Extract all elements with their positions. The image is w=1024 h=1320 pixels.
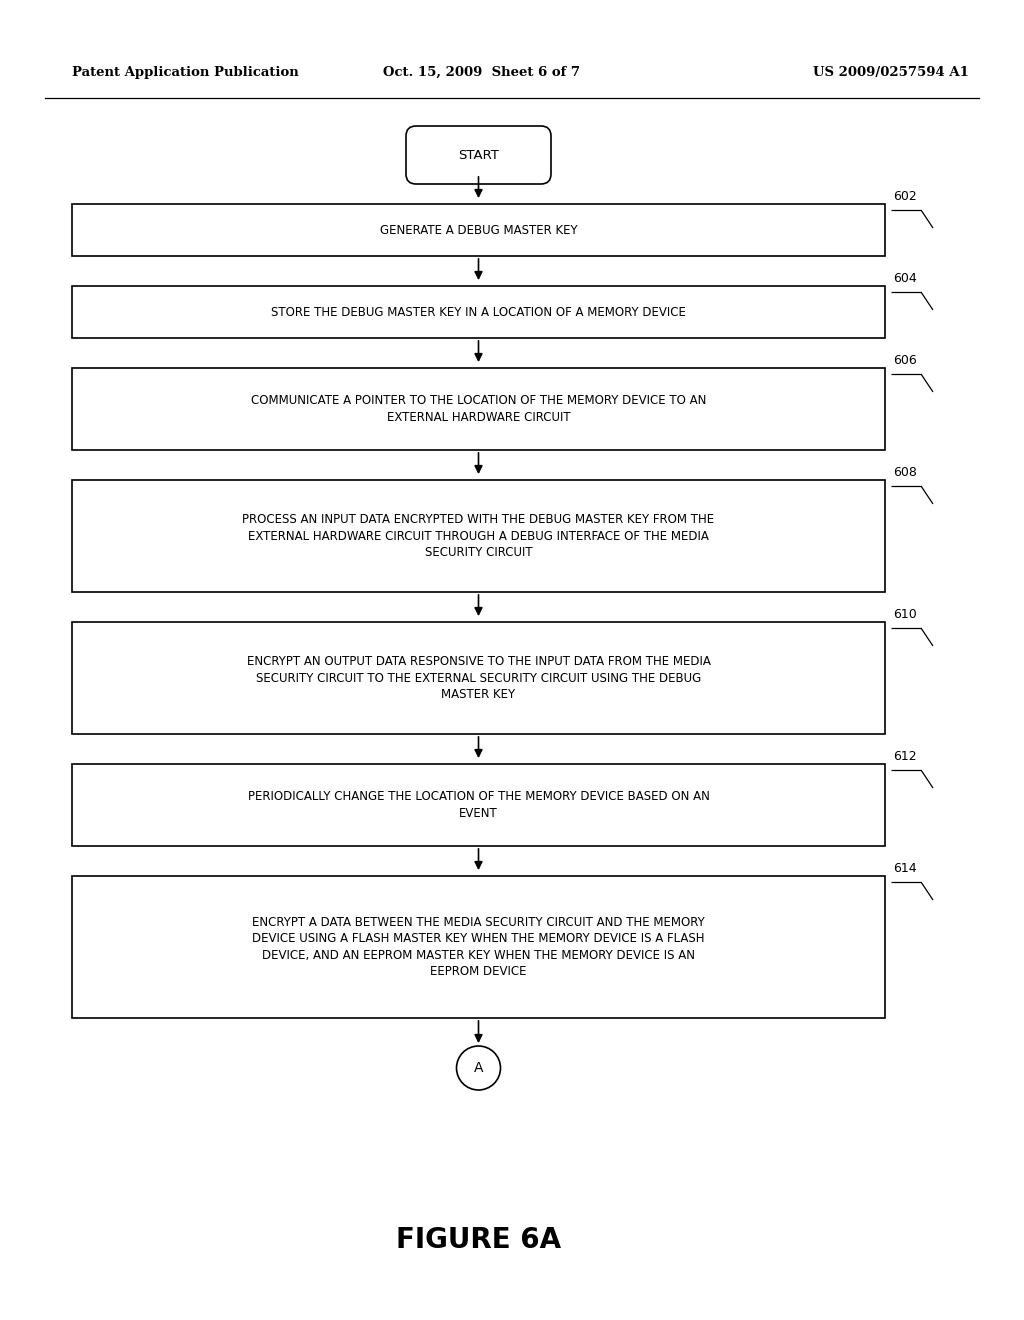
Text: 602: 602 <box>893 190 916 203</box>
Text: PERIODICALLY CHANGE THE LOCATION OF THE MEMORY DEVICE BASED ON AN
EVENT: PERIODICALLY CHANGE THE LOCATION OF THE … <box>248 791 710 820</box>
Text: 608: 608 <box>893 466 916 479</box>
Text: COMMUNICATE A POINTER TO THE LOCATION OF THE MEMORY DEVICE TO AN
EXTERNAL HARDWA: COMMUNICATE A POINTER TO THE LOCATION OF… <box>251 395 707 424</box>
Text: A: A <box>474 1061 483 1074</box>
FancyBboxPatch shape <box>406 125 551 183</box>
Text: US 2009/0257594 A1: US 2009/0257594 A1 <box>813 66 969 78</box>
Text: 604: 604 <box>893 272 916 285</box>
Text: FIGURE 6A: FIGURE 6A <box>396 1226 561 1254</box>
Text: 610: 610 <box>893 609 916 620</box>
Bar <box>72 622 885 734</box>
Text: PROCESS AN INPUT DATA ENCRYPTED WITH THE DEBUG MASTER KEY FROM THE
EXTERNAL HARD: PROCESS AN INPUT DATA ENCRYPTED WITH THE… <box>243 513 715 558</box>
Bar <box>72 480 885 591</box>
Text: 606: 606 <box>893 354 916 367</box>
Text: GENERATE A DEBUG MASTER KEY: GENERATE A DEBUG MASTER KEY <box>380 223 578 236</box>
Text: Oct. 15, 2009  Sheet 6 of 7: Oct. 15, 2009 Sheet 6 of 7 <box>383 66 580 78</box>
Bar <box>72 205 885 256</box>
Bar <box>72 368 885 450</box>
Bar <box>72 764 885 846</box>
Text: ENCRYPT AN OUTPUT DATA RESPONSIVE TO THE INPUT DATA FROM THE MEDIA
SECURITY CIRC: ENCRYPT AN OUTPUT DATA RESPONSIVE TO THE… <box>247 655 711 701</box>
Text: 614: 614 <box>893 862 916 875</box>
Text: ENCRYPT A DATA BETWEEN THE MEDIA SECURITY CIRCUIT AND THE MEMORY
DEVICE USING A : ENCRYPT A DATA BETWEEN THE MEDIA SECURIT… <box>252 916 705 978</box>
Bar <box>72 876 885 1018</box>
Text: STORE THE DEBUG MASTER KEY IN A LOCATION OF A MEMORY DEVICE: STORE THE DEBUG MASTER KEY IN A LOCATION… <box>271 305 686 318</box>
Text: 612: 612 <box>893 750 916 763</box>
Text: START: START <box>458 149 499 161</box>
Bar <box>72 286 885 338</box>
Text: Patent Application Publication: Patent Application Publication <box>72 66 299 78</box>
